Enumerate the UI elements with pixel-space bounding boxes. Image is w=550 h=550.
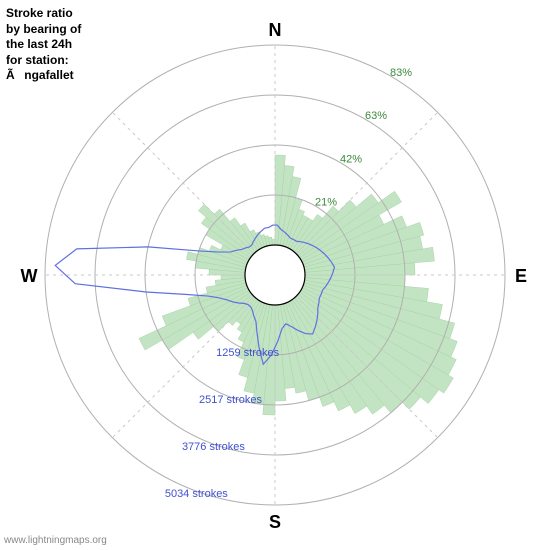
grid-spoke [112,112,253,253]
compass-south: S [269,512,281,532]
ratio-ring-label: 83% [390,67,412,79]
ratio-ring-label: 63% [365,110,387,122]
stroke-ring-label: 2517 strokes [199,394,262,406]
stroke-ring-label: 3776 strokes [182,441,245,453]
stroke-ring-label: 5034 strokes [165,488,228,500]
compass-east: E [515,266,527,286]
ratio-ring-label: 21% [315,197,337,209]
polar-chart: 21% 1259 strokes 42% 2517 strokes 63% 3776 st… [0,0,550,550]
compass-west: W [21,266,38,286]
ratio-ring-label: 42% [340,153,362,165]
stroke-ring-label: 1259 strokes [216,347,279,359]
compass-north: N [269,20,282,40]
center-circle [245,245,305,305]
